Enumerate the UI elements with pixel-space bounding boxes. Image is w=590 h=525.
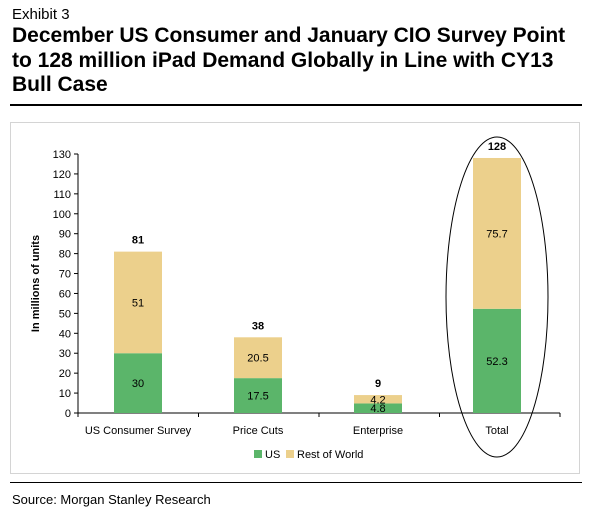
- y-tick-label: 50: [59, 308, 71, 320]
- y-tick-label: 10: [59, 388, 71, 400]
- title-divider: [10, 104, 582, 106]
- bar-us: [354, 403, 402, 413]
- legend-swatch-rest-of-world: [286, 450, 294, 458]
- bar-us: [473, 308, 521, 413]
- chart-frame: [10, 122, 580, 474]
- x-category-label: Total: [485, 425, 508, 437]
- bar-rest-of-world: [473, 157, 521, 309]
- total-label: 38: [252, 320, 264, 332]
- legend-label-rest-of-world: Rest of World: [297, 449, 363, 461]
- data-label-rest-of-world: 75.7: [486, 228, 507, 240]
- legend-swatch-us: [254, 450, 262, 458]
- y-tick-label: 20: [59, 368, 71, 380]
- y-tick-label: 40: [59, 328, 71, 340]
- y-tick-label: 110: [53, 189, 71, 201]
- y-tick-label: 0: [65, 408, 71, 420]
- y-tick-label: 70: [59, 269, 71, 281]
- data-label-rest-of-world: 51: [132, 297, 144, 309]
- data-label-rest-of-world: 20.5: [247, 353, 268, 365]
- total-label: 81: [132, 235, 144, 247]
- data-label-us: 17.5: [247, 391, 268, 403]
- y-tick-label: 60: [59, 288, 71, 300]
- data-label-us: 30: [132, 378, 144, 390]
- y-tick-label: 130: [53, 149, 71, 161]
- data-label-rest-of-world: 4.2: [370, 394, 385, 406]
- exhibit-label: Exhibit 3: [12, 6, 70, 23]
- total-label: 9: [375, 378, 381, 390]
- x-category-label: Enterprise: [353, 425, 403, 437]
- source-note: Source: Morgan Stanley Research: [12, 492, 211, 507]
- y-tick-label: 30: [59, 348, 71, 360]
- y-axis-title: In millions of units: [30, 235, 42, 332]
- total-highlight-ellipse: [445, 136, 549, 458]
- total-label: 128: [488, 141, 506, 153]
- bar-rest-of-world: [114, 251, 162, 354]
- bar-us: [114, 353, 162, 413]
- y-tick-label: 100: [53, 209, 71, 221]
- y-tick-label: 80: [59, 249, 71, 261]
- x-category-label: Price Cuts: [233, 425, 284, 437]
- bar-rest-of-world: [354, 395, 402, 404]
- bar-rest-of-world: [234, 337, 282, 379]
- chart-title: December US Consumer and January CIO Sur…: [12, 24, 566, 96]
- legend-label-us: US: [265, 449, 280, 461]
- data-label-us: 4.8: [370, 403, 385, 415]
- data-label-us: 52.3: [486, 356, 507, 368]
- y-tick-label: 90: [59, 229, 71, 241]
- x-category-label: US Consumer Survey: [85, 425, 192, 437]
- source-divider: [10, 482, 582, 483]
- bar-us: [234, 378, 282, 413]
- y-tick-label: 120: [53, 169, 71, 181]
